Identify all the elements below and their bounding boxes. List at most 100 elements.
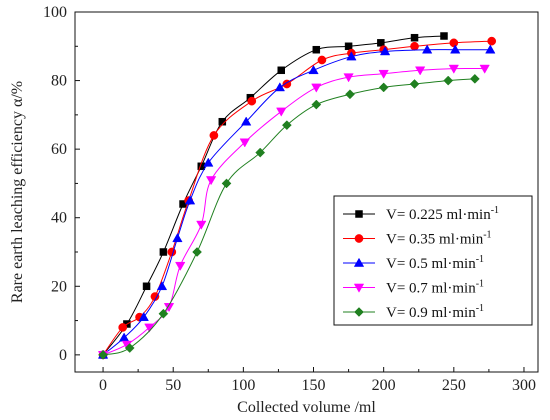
marker-diamond <box>221 178 232 189</box>
marker-triangle-up <box>241 116 252 126</box>
legend-item-2: V= 0.35 ml·min-1 <box>343 230 492 248</box>
marker-diamond <box>98 349 108 360</box>
x-tick-label: 100 <box>231 377 255 394</box>
marker-triangle-down <box>276 107 287 117</box>
x-tick-label: 50 <box>165 377 181 394</box>
marker-circle <box>118 323 128 332</box>
marker-square <box>377 39 385 47</box>
marker-triangle-up <box>172 233 183 243</box>
legend: V= 0.225 ml·min-1V= 0.35 ml·min-1V= 0.5 … <box>333 195 533 326</box>
marker-triangle-down <box>479 64 490 74</box>
legend-label-sup: -1 <box>483 230 491 241</box>
marker-triangle-up <box>450 44 461 54</box>
x-tick-label: 300 <box>512 377 536 394</box>
marker-diamond <box>192 247 202 257</box>
marker-square <box>159 248 168 256</box>
marker-circle <box>410 41 419 51</box>
legend-label-main: V= 0.225 ml·min <box>386 207 491 223</box>
marker-triangle-up <box>353 257 365 267</box>
marker-triangle-down <box>205 176 217 186</box>
marker-triangle-down <box>163 303 175 313</box>
legend-label: V= 0.225 ml·min-1 <box>386 205 499 223</box>
marker-triangle-up <box>274 82 285 92</box>
legend-label-sup: -1 <box>476 279 484 290</box>
marker-diamond <box>443 75 454 86</box>
marker-triangle-down <box>378 69 389 79</box>
marker-triangle-up <box>422 44 433 54</box>
legend-item-5: V= 0.9 ml·min-1 <box>343 303 484 321</box>
marker-circle <box>317 55 327 65</box>
y-tick-label: 60 <box>51 141 67 158</box>
series-5 <box>98 73 480 360</box>
marker-triangle-up <box>138 311 149 321</box>
marker-square <box>355 210 363 218</box>
x-tick-label: 150 <box>302 377 326 394</box>
y-axis-label: Rare earth leaching efficiency α/% <box>9 81 26 303</box>
y-tick-label: 20 <box>51 278 67 295</box>
marker-square <box>277 66 285 75</box>
series-2 <box>98 36 497 360</box>
marker-triangle-up <box>156 281 168 291</box>
legend-label-sup: -1 <box>476 254 484 265</box>
x-axis-label: Collected volume /ml <box>237 399 376 416</box>
marker-triangle-down <box>196 220 207 230</box>
marker-diamond <box>469 73 480 84</box>
legend-label-main: V= 0.7 ml·min <box>386 281 476 297</box>
marker-diamond <box>124 343 135 353</box>
legend-label-main: V= 0.9 ml·min <box>386 305 476 321</box>
marker-triangle-down <box>175 261 186 271</box>
legend-box <box>333 195 533 326</box>
marker-triangle-down <box>448 64 459 74</box>
marker-triangle-up <box>203 157 214 167</box>
legend-item-1: V= 0.225 ml·min-1 <box>343 205 499 223</box>
marker-circle <box>487 36 497 46</box>
y-tick-label: 40 <box>51 210 67 227</box>
plot-frame <box>74 11 539 373</box>
marker-square <box>344 42 353 51</box>
legend-item-3: V= 0.5 ml·min-1 <box>343 254 484 272</box>
legend-label: V= 0.9 ml·min-1 <box>386 303 484 321</box>
marker-square <box>142 282 151 291</box>
marker-diamond <box>354 307 364 317</box>
legend-label: V= 0.7 ml·min-1 <box>386 279 484 297</box>
legend-label-sup: -1 <box>476 303 484 314</box>
marker-circle <box>354 234 364 243</box>
marker-square <box>312 45 321 54</box>
series-layer <box>97 32 497 361</box>
marker-triangle-up <box>379 46 391 56</box>
marker-triangle-down <box>311 83 322 93</box>
marker-triangle-up <box>346 51 357 61</box>
legend-label: V= 0.35 ml·min-1 <box>386 230 492 248</box>
marker-diamond <box>409 79 420 89</box>
marker-diamond <box>378 82 389 93</box>
marker-triangle-down <box>414 66 426 76</box>
legend-label: V= 0.5 ml·min-1 <box>386 254 484 272</box>
marker-diamond <box>281 120 292 131</box>
marker-circle <box>209 131 219 140</box>
marker-diamond <box>158 308 169 319</box>
legend-item-4: V= 0.7 ml·min-1 <box>343 279 484 297</box>
marker-triangle-down <box>353 283 365 293</box>
legend-label-sup: -1 <box>491 205 499 216</box>
marker-triangle-up <box>184 195 196 205</box>
legend-label-main: V= 0.5 ml·min <box>386 256 476 272</box>
ticks-layer: 0 50 100 150 200 250 300 0 20 40 60 80 100 <box>43 4 536 394</box>
x-tick-label: 200 <box>372 377 396 394</box>
marker-circle <box>247 96 257 106</box>
y-tick-label: 80 <box>51 73 67 90</box>
series-3 <box>97 44 496 359</box>
legend-label-main: V= 0.35 ml·min <box>386 232 484 248</box>
y-tick-label: 0 <box>59 347 67 364</box>
y-tick-label: 100 <box>43 4 67 21</box>
marker-triangle-up <box>308 65 319 75</box>
marker-circle <box>167 247 177 257</box>
x-tick-label: 0 <box>99 377 107 394</box>
marker-square <box>440 32 448 40</box>
marker-diamond <box>345 89 355 100</box>
x-tick-label: 250 <box>442 377 466 394</box>
marker-triangle-down <box>343 73 354 83</box>
marker-triangle-up <box>485 44 496 54</box>
marker-triangle-down <box>239 138 250 148</box>
marker-diamond <box>311 99 322 110</box>
